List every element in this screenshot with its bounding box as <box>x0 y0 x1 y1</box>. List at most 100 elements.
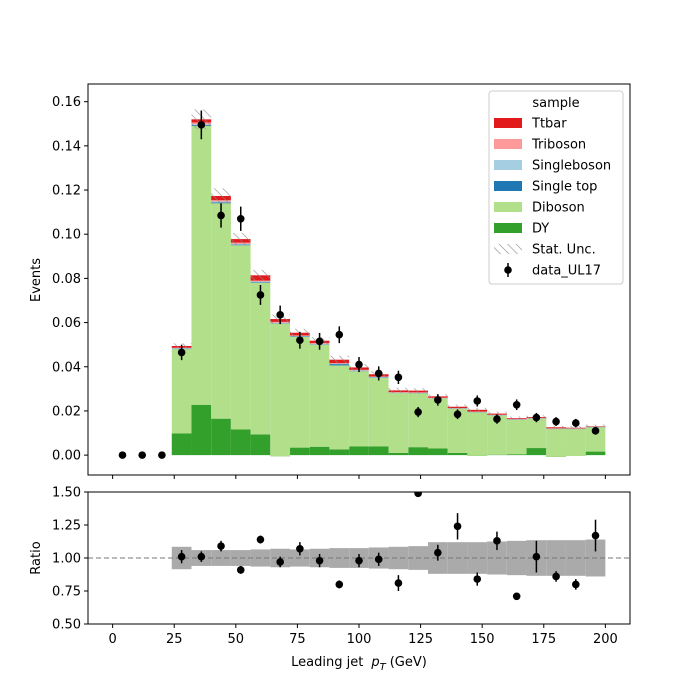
bar-diboson <box>329 365 350 450</box>
data-point <box>414 408 422 416</box>
bar-single-top <box>329 364 350 366</box>
data-point <box>276 311 284 319</box>
bar-dy <box>506 454 527 456</box>
data-point <box>434 396 442 404</box>
bar-dy <box>290 447 310 456</box>
bar-dy <box>408 447 428 456</box>
ratio-panel: 0 25 50 75 100 125 150 175 200 0.50 0.75 1.00 1.25 1… <box>29 486 631 673</box>
stat-unc-bin <box>585 424 606 428</box>
ratio-band-bin <box>388 546 409 570</box>
ratio-band-bin <box>211 550 231 566</box>
ratio-x-tick-label: 0 <box>108 632 116 647</box>
data-point <box>473 397 482 405</box>
ratio-point <box>276 558 284 566</box>
stat-unc-bin <box>487 411 507 416</box>
data-point <box>236 214 245 223</box>
bar-triboson <box>250 280 271 282</box>
legend: sample Ttbar Triboson Singleboson Single to… <box>488 90 624 285</box>
ratio-y-axis: 0.50 0.75 1.00 1.25 1.50 <box>52 486 88 633</box>
legend-swatch <box>494 202 522 212</box>
data-point <box>217 211 225 220</box>
legend-swatch <box>494 223 522 233</box>
ratio-x-tick-label: 50 <box>228 632 245 647</box>
data-point <box>591 427 600 435</box>
ratio-y-tick-label: 1.50 <box>52 486 81 501</box>
legend-item: Stat. Unc. <box>494 243 596 258</box>
ratio-points <box>177 492 600 601</box>
legend-label: Single top <box>532 180 597 195</box>
ratio-y-tick-label: 0.50 <box>52 618 81 633</box>
ratio-point <box>394 579 403 587</box>
ratio-x-tick-label: 100 <box>347 632 372 647</box>
legend-label: Singleboson <box>532 159 611 174</box>
ratio-point <box>532 552 541 561</box>
ratio-y-tick-label: 1.00 <box>52 552 81 567</box>
ratio-point <box>374 555 383 564</box>
ratio-x-tick-label: 75 <box>289 632 306 647</box>
stat-unc-bin <box>565 426 586 430</box>
main-y-tick-label: 0.06 <box>52 316 81 331</box>
data-point <box>453 410 462 419</box>
main-y-tick-label: 0.10 <box>52 228 81 243</box>
data-point <box>118 451 127 459</box>
data-point <box>296 336 304 345</box>
ratio-point <box>473 575 482 583</box>
stat-unc-bin <box>546 425 566 429</box>
bar-dy <box>585 451 606 456</box>
bar-diboson <box>447 408 468 453</box>
ratio-point <box>453 522 462 531</box>
bar-dy <box>349 446 369 456</box>
stat-unc-bin <box>230 232 251 246</box>
bar-diboson <box>467 412 488 456</box>
bar-diboson <box>211 203 231 419</box>
ratio-point <box>493 537 501 545</box>
data-point <box>138 451 146 459</box>
main-y-axis-label: Events <box>29 258 44 302</box>
x-axis-label-var: p <box>370 655 379 670</box>
legend-box <box>488 90 624 285</box>
ratio-x-tick-label: 125 <box>408 632 433 647</box>
ratio-point <box>591 531 600 540</box>
stat-unc-bin <box>467 407 488 412</box>
ratio-point <box>177 552 186 561</box>
legend-label: data_UL17 <box>532 264 601 279</box>
bar-diboson <box>526 418 547 449</box>
bar-dy <box>447 452 468 456</box>
bar-diboson <box>546 429 566 457</box>
bar-singleboson <box>250 281 271 283</box>
legend-swatch <box>494 181 522 191</box>
legend-label: Ttbar <box>531 117 567 132</box>
stat-unc-bin <box>447 404 468 409</box>
legend-marker <box>504 266 512 274</box>
stat-unc-bin <box>211 188 231 204</box>
data-point <box>256 291 265 299</box>
legend-item: data_UL17 <box>504 263 601 279</box>
ratio-y-tick-label: 1.25 <box>52 519 81 534</box>
data-point <box>512 400 521 409</box>
ratio-x-axis: 0 25 50 75 100 125 150 175 200 <box>108 624 618 647</box>
legend-label: Triboson <box>531 138 586 153</box>
ratio-point <box>217 542 225 550</box>
x-axis-label: Leading jet pT (GeV) <box>291 655 427 673</box>
legend-hatch-swatch <box>494 244 522 254</box>
legend-swatch <box>494 139 522 149</box>
ratio-y-axis-label: Ratio <box>29 541 44 574</box>
legend-swatch <box>494 118 522 128</box>
data-point <box>177 348 186 357</box>
data-point <box>315 337 324 346</box>
bar-dy <box>526 448 547 456</box>
bar-dy <box>250 434 271 456</box>
legend-item: Triboson <box>494 138 586 153</box>
bar-dy <box>427 448 448 456</box>
bar-dy <box>388 452 409 456</box>
legend-label: Diboson <box>532 201 585 216</box>
bar-diboson <box>388 393 409 453</box>
x-axis-label-sub: T <box>380 662 387 673</box>
legend-swatch <box>494 160 522 170</box>
ratio-band-bin <box>565 540 586 576</box>
ratio-band-bin <box>467 542 488 574</box>
main-y-tick-label: 0.02 <box>52 404 81 419</box>
bar-dy <box>230 429 251 456</box>
bar-diboson <box>506 419 527 455</box>
